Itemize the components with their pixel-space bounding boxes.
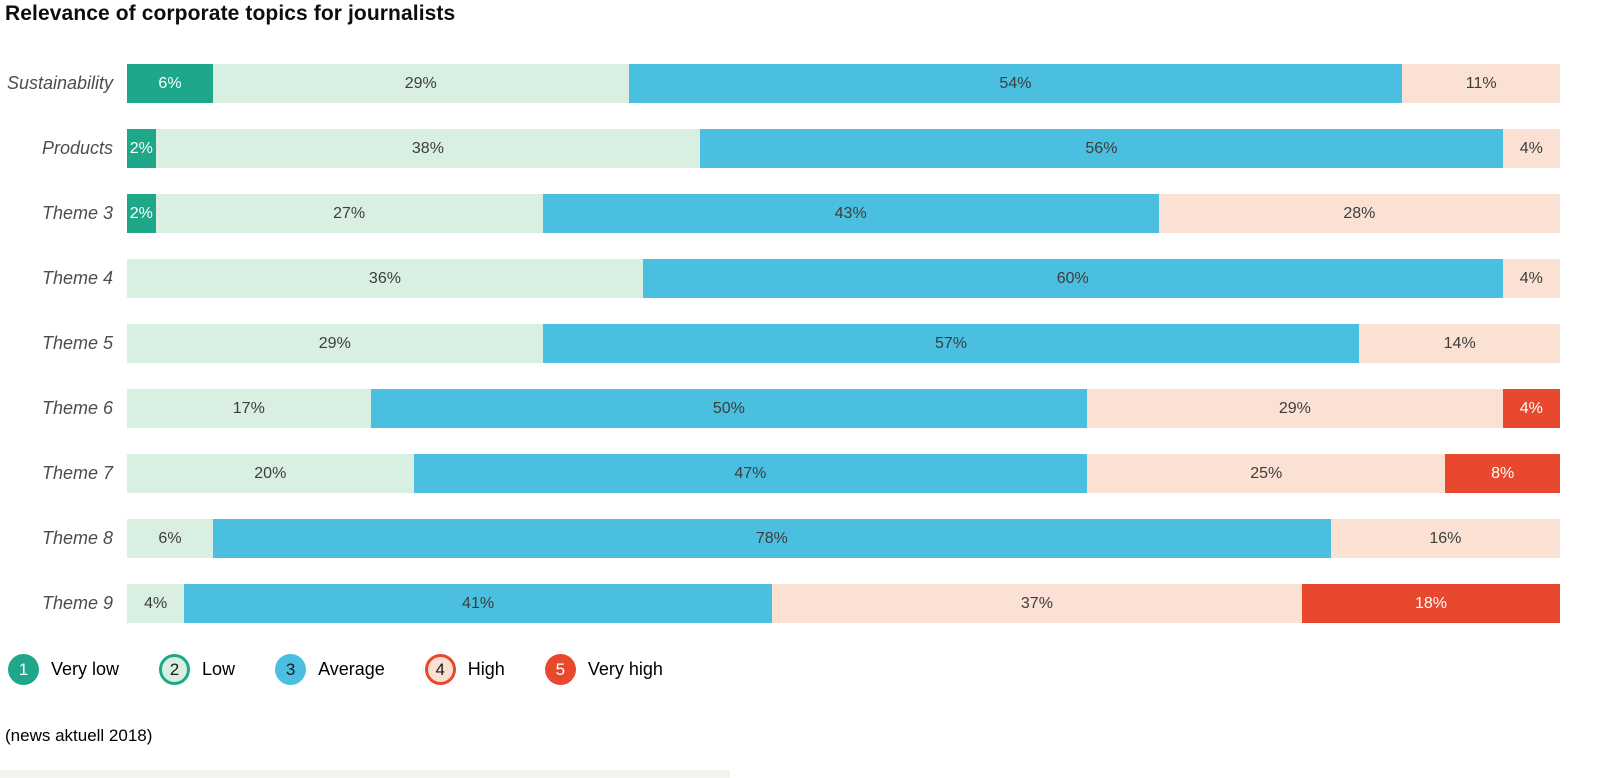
chart-row: Theme 3 2% 27% 43% 28% [0,194,1600,233]
chart-row: Theme 4 36% 60% 4% [0,259,1600,298]
chart-row: Sustainability 6% 29% 54% 11% [0,64,1600,103]
segment-average: 78% [212,519,1331,558]
legend-item-very-low: 1 Very low [8,654,119,685]
category-label: Products [41,138,113,158]
segment-average: 60% [642,259,1503,298]
chart-row: Theme 7 20% 47% 25% 8% [0,454,1600,493]
chart-rows: Sustainability 6% 29% 54% 11% Products 2% 38% 56… [0,64,1600,649]
chart-row: Products 2% 38% 56% 4% [0,129,1600,168]
segment-low: 29% [127,324,543,363]
segment-low: 29% [212,64,629,103]
category-label: Theme 5 [41,333,113,353]
legend-circle-icon: 2 [159,654,191,685]
legend: 1 Very low 2 Low 3 Average 4 High 5 Very high [8,654,663,685]
segment-average: 56% [700,129,1503,168]
category-label: Sustainability [6,73,113,93]
bar-track: 6% 29% 54% 11% [127,64,1560,103]
segment-low: 27% [155,194,543,233]
segment-high: 25% [1087,454,1446,493]
bar-track: 6% 78% 16% [127,519,1560,558]
segment-low: 4% [127,584,185,623]
legend-circle-icon: 5 [544,654,576,685]
segment-high: 28% [1158,194,1560,233]
segment-very-high: 18% [1302,584,1560,623]
segment-average: 57% [542,324,1360,363]
bar-track: 36% 60% 4% [127,259,1560,298]
bar-track: 20% 47% 25% 8% [127,454,1560,493]
segment-very-low: 2% [127,129,156,168]
chart-row: Theme 6 17% 50% 29% 4% [0,389,1600,428]
bar-track: 2% 27% 43% 28% [127,194,1560,233]
segment-very-high: 8% [1445,454,1560,493]
source-note: (news aktuell 2018) [5,726,153,745]
legend-item-average: 3 Average [275,654,385,685]
legend-circle-icon: 4 [424,654,456,685]
segment-average: 41% [184,584,772,623]
segment-high: 4% [1502,259,1560,298]
chart-row: Theme 5 29% 57% 14% [0,324,1600,363]
segment-low: 20% [127,454,414,493]
segment-average: 54% [628,64,1403,103]
legend-circle-icon: 1 [8,654,39,685]
segment-average: 47% [413,454,1088,493]
segment-very-low: 2% [127,194,156,233]
chart-row: Theme 8 6% 78% 16% [0,519,1600,558]
bar-track: 4% 41% 37% 18% [127,584,1560,623]
segment-low: 36% [127,259,643,298]
legend-label: Low [202,659,236,679]
legend-item-low: 2 Low [159,654,235,685]
category-label: Theme 3 [41,203,113,223]
legend-label: Average [318,659,385,679]
segment-high: 14% [1359,324,1560,363]
category-label: Theme 8 [41,528,113,548]
category-label: Theme 4 [41,268,113,288]
legend-label: High [467,659,505,679]
segment-low: 17% [127,389,371,428]
bar-track: 2% 38% 56% 4% [127,129,1560,168]
bar-track: 29% 57% 14% [127,324,1560,363]
category-label: Theme 9 [41,593,113,613]
segment-low: 38% [155,129,701,168]
bar-track: 17% 50% 29% 4% [127,389,1560,428]
legend-circle-icon: 3 [275,654,307,685]
segment-high: 4% [1502,129,1560,168]
chart-row: Theme 9 4% 41% 37% 18% [0,584,1600,623]
category-label: Theme 7 [41,463,113,483]
segment-high: 29% [1087,389,1503,428]
category-label: Theme 6 [41,398,113,418]
chart-title: Relevance of corporate topics for journa… [5,2,456,25]
legend-item-very-high: 5 Very high [544,654,663,685]
segment-very-high: 4% [1502,389,1560,428]
legend-label: Very high [587,659,663,679]
segment-average: 50% [370,389,1088,428]
segment-low: 6% [127,519,213,558]
segment-high: 37% [771,584,1303,623]
legend-item-high: 4 High [424,654,505,685]
bottom-strip [0,770,730,778]
segment-very-low: 6% [127,64,213,103]
segment-high: 16% [1330,519,1560,558]
legend-label: Very low [51,659,120,679]
segment-high: 11% [1402,64,1560,103]
segment-average: 43% [542,194,1159,233]
